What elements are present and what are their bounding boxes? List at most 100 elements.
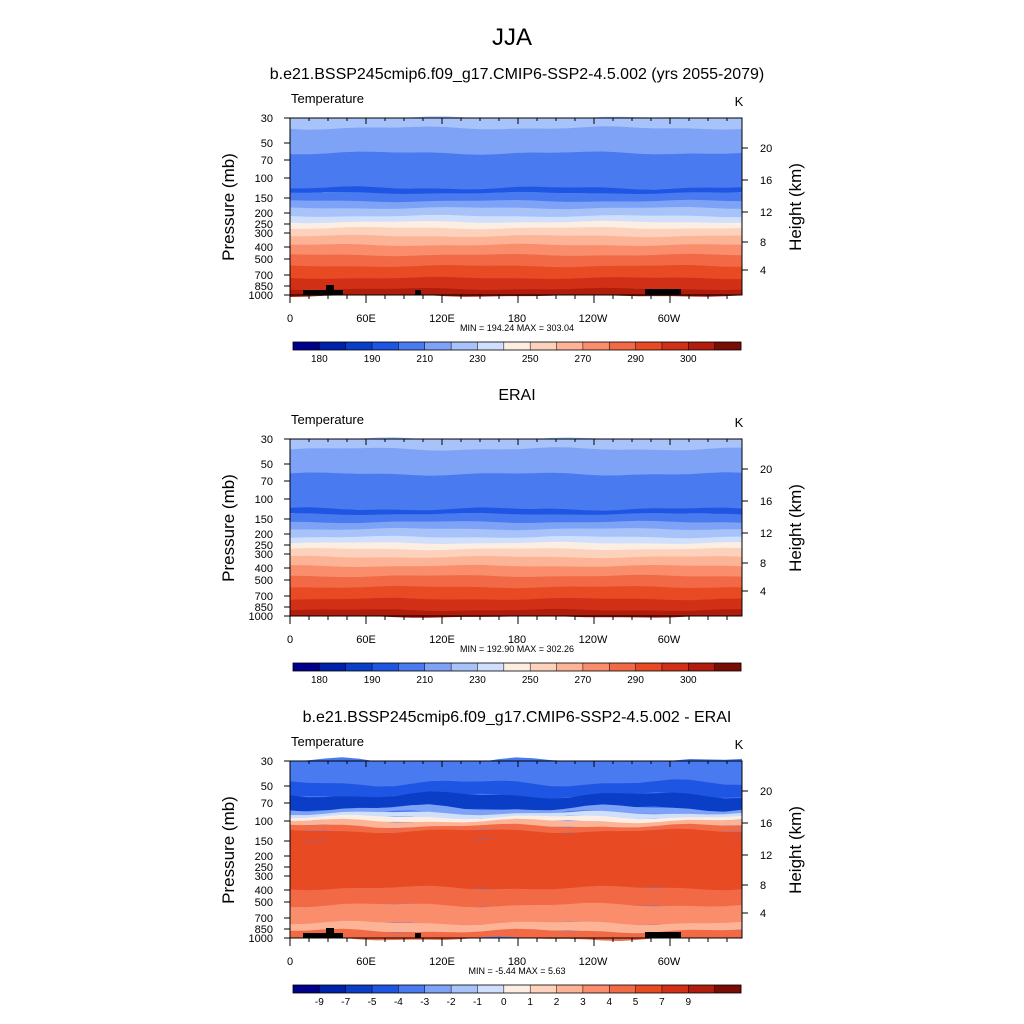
colorbar-segment — [424, 985, 452, 993]
pressure-tick-label: 250 — [255, 219, 273, 231]
colorbar-segment — [714, 663, 742, 671]
colorbar-segment — [345, 663, 373, 671]
colorbar-segment — [661, 342, 689, 350]
colorbar-segment — [661, 663, 689, 671]
colorbar-label: 230 — [469, 354, 486, 365]
colorbar: -9 -7 -5 -4 -3 -2 -1 0 1 2 3 4 5 7 9 — [292, 984, 742, 1008]
colorbar-segment — [319, 663, 347, 671]
min-max-label: MIN = 192.90 MAX = 302.26 — [460, 644, 574, 654]
colorbar-label: 210 — [416, 675, 433, 686]
height-tick-label: 4 — [760, 908, 766, 920]
pressure-tick-label: 200 — [255, 529, 273, 541]
pressure-tick-label: 1000 — [249, 611, 273, 623]
colorbar-segment — [688, 342, 715, 350]
colorbar-segment — [688, 663, 715, 671]
colorbar-segment — [635, 985, 663, 993]
colorbar-label: 1 — [527, 997, 533, 1008]
pressure-tick-label: 850 — [255, 602, 273, 614]
topography-mask — [303, 928, 681, 938]
pressure-tick-label: 100 — [255, 494, 273, 506]
pressure-tick-label: 700 — [255, 591, 273, 603]
colorbar-label: 290 — [627, 354, 644, 365]
contour-band — [290, 447, 742, 477]
colorbar-label: 250 — [522, 354, 539, 365]
height-axis-title: Height (km) — [786, 484, 805, 572]
pressure-tick-label: 500 — [255, 254, 273, 266]
colorbar-segment — [372, 342, 399, 350]
contour-field — [290, 437, 742, 618]
panel-title: b.e21.BSSP245cmip6.f09_g17.CMIP6-SSP2-4.… — [270, 66, 765, 83]
colorbar-label: 270 — [575, 354, 592, 365]
colorbar-segment — [582, 985, 610, 993]
colorbar: 180 190 210 230 250 270 290 300 — [292, 341, 742, 365]
colorbar-segment — [503, 663, 531, 671]
contour-band — [290, 151, 742, 191]
colorbar-segment — [398, 985, 426, 993]
height-axis: 20 16 12 8 4 Height (km) — [742, 464, 805, 598]
pressure-tick-label: 200 — [255, 208, 273, 220]
colorbar-segment — [530, 985, 557, 993]
topography-mask — [303, 285, 681, 295]
colorbar-segment — [398, 663, 426, 671]
variable-label: Temperature — [291, 412, 364, 427]
pressure-tick-label: 1000 — [249, 933, 273, 945]
pressure-tick-label: 50 — [261, 781, 273, 793]
contour-band — [290, 191, 742, 203]
plot-frame — [289, 117, 743, 296]
colorbar-segment — [451, 663, 478, 671]
contour-band — [290, 276, 742, 291]
contour-band — [290, 585, 742, 601]
colorbar-segment — [556, 342, 584, 350]
height-tick-label: 4 — [760, 265, 766, 277]
colorbar-segment — [556, 663, 584, 671]
colorbar-label: -5 — [368, 997, 377, 1008]
contour-band — [290, 836, 742, 892]
contour-band — [290, 920, 742, 934]
contour-band — [290, 902, 742, 926]
colorbar-label: 300 — [680, 675, 697, 686]
contour-band — [290, 472, 742, 512]
pressure-tick-label: 70 — [261, 155, 273, 167]
contour-field — [290, 757, 742, 941]
colorbar-label: 3 — [580, 997, 586, 1008]
units-label: K — [735, 737, 744, 752]
main-title: JJA — [492, 24, 532, 51]
pressure-tick-label: 300 — [255, 871, 273, 883]
colorbar-segment — [556, 985, 584, 993]
colorbar-segment — [530, 663, 557, 671]
colorbar-label: 5 — [633, 997, 639, 1008]
pressure-tick-label: 30 — [261, 434, 273, 446]
pressure-tick-label: 150 — [255, 514, 273, 526]
contour-band — [290, 564, 742, 578]
contour-band — [290, 126, 742, 156]
colorbar-segment — [477, 663, 505, 671]
contour-band — [290, 597, 742, 612]
pressure-tick-label: 850 — [255, 924, 273, 936]
colorbar-segment — [319, 342, 347, 350]
colorbar-segment — [372, 985, 399, 993]
longitude-tick-label: 180 — [508, 313, 526, 325]
height-tick-label: 16 — [760, 496, 772, 508]
longitude-tick-label: 60E — [356, 313, 376, 325]
units-label: K — [735, 94, 744, 109]
longitude-tick-label: 120W — [579, 634, 608, 646]
pressure-tick-label: 700 — [255, 913, 273, 925]
pressure-axis-title: Pressure (mb) — [219, 153, 238, 261]
colorbar-label: 270 — [575, 675, 592, 686]
contour-band — [290, 757, 742, 776]
min-max-label: MIN = 194.24 MAX = 303.04 — [460, 323, 574, 333]
contour-band — [290, 207, 742, 218]
longitude-axis: 0 60E 120E 180 120W 60W — [287, 439, 728, 646]
colorbar-segment — [609, 342, 636, 350]
colorbar-label: 300 — [680, 354, 697, 365]
colorbar: 180 190 210 230 250 270 290 300 — [292, 662, 742, 686]
colorbar-label: -4 — [394, 997, 403, 1008]
pressure-tick-label: 400 — [255, 885, 273, 897]
colorbar-segment — [293, 663, 320, 671]
height-tick-label: 12 — [760, 528, 772, 540]
colorbar-label: -9 — [315, 997, 324, 1008]
pressure-tick-label: 250 — [255, 862, 273, 874]
colorbar-segment — [424, 342, 452, 350]
